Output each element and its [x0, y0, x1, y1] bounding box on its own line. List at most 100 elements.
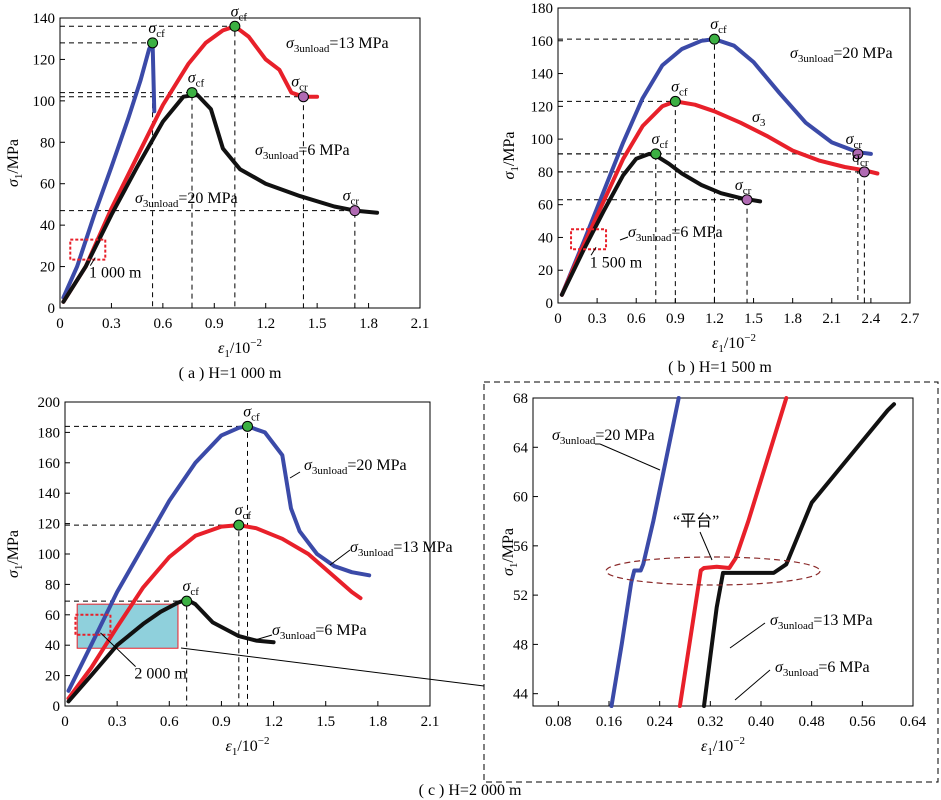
marker-point	[186, 87, 198, 99]
caption-a: ( a ) H=1 000 m	[179, 365, 282, 382]
y-tick-label: 80	[538, 165, 553, 181]
marker-label: σcr	[852, 149, 869, 169]
marker-label: σcf	[148, 20, 165, 40]
x-tick-label: 0.40	[748, 714, 774, 730]
series-line-red	[677, 396, 789, 708]
series-line-blue	[559, 37, 873, 297]
marker-label: σcf	[710, 16, 727, 36]
x-tick-label: 0.16	[596, 714, 623, 730]
y-tick-label: 160	[38, 456, 61, 472]
y-tick-label: 180	[531, 1, 554, 17]
x-tick-label: 0.56	[849, 714, 876, 730]
x-tick-label: 0.08	[545, 714, 571, 730]
y-tick-label: 40	[538, 230, 553, 246]
x-tick-label: 1.2	[264, 714, 283, 730]
x-tick-label: 0	[61, 714, 69, 730]
label-pointer	[329, 549, 351, 566]
marker-point	[349, 205, 361, 217]
y-tick-label: 140	[531, 67, 554, 83]
x-tick-label: 0.6	[153, 316, 172, 332]
y-tick-label: 52	[513, 588, 528, 604]
y-tick-label: 60	[40, 177, 55, 193]
series-label: σ3unload=20 MPa	[552, 427, 655, 447]
x-tick-label: 0.9	[666, 311, 685, 327]
y-tick-label: 140	[38, 486, 61, 502]
y-tick-label: 44	[513, 687, 529, 703]
x-tick-label: 0	[56, 316, 64, 332]
x-tick-label: 1.2	[705, 311, 724, 327]
marker-label: σcr	[343, 188, 360, 208]
x-axis-label: ε1/10−2	[712, 332, 756, 355]
x-tick-label: 0.24	[647, 714, 674, 730]
y-tick-label: 160	[531, 34, 554, 50]
label-pointer	[599, 443, 661, 471]
y-tick-label: 64	[513, 440, 529, 456]
y-axis-label: σ1/MPa	[500, 528, 520, 576]
zoom-panel-frame	[483, 381, 939, 783]
label-pointer	[254, 634, 273, 641]
marker-label: σcf	[182, 578, 199, 598]
marker-point	[741, 194, 753, 206]
series-line-blue	[61, 40, 157, 300]
x-tick-label: 1.5	[308, 316, 327, 332]
platform-ellipse	[605, 556, 821, 586]
depth-label: 1 000 m	[89, 265, 142, 282]
y-tick-label: 40	[40, 218, 55, 234]
series-label: σ3unload=6 MPa	[628, 224, 723, 244]
x-axis-label: ε1/10−2	[226, 735, 270, 758]
y-axis-label: σ1/MPa	[501, 131, 521, 179]
y-tick-label: 0	[546, 296, 554, 312]
marker-label: σcf	[243, 403, 260, 423]
axes-frame	[59, 17, 421, 309]
x-tick-label: 0.9	[212, 714, 231, 730]
label-pointer	[289, 471, 301, 479]
x-tick-label: 0	[554, 311, 562, 327]
x-tick-label: 0.3	[108, 714, 127, 730]
y-tick-label: 80	[40, 135, 55, 151]
depth-label: 2 000 m	[134, 666, 187, 683]
x-tick-label: 2.1	[822, 311, 841, 327]
x-tick-label: 0.9	[205, 316, 224, 332]
y-tick-label: 40	[45, 638, 60, 654]
x-tick-label: 0.48	[799, 714, 825, 730]
y-tick-label: 20	[538, 263, 553, 279]
label-pointer	[729, 622, 766, 649]
series-label: σ3unload=20 MPa	[304, 457, 407, 477]
caption-b: ( b ) H=1 500 m	[668, 359, 772, 376]
depth-pointer	[100, 632, 136, 668]
y-tick-label: 60	[45, 608, 60, 624]
marker-point	[242, 420, 253, 432]
series-label: σ3	[752, 109, 766, 129]
marker-point	[297, 91, 309, 103]
platform-pointer	[699, 531, 713, 561]
x-tick-label: 1.8	[783, 311, 802, 327]
depth-box	[69, 238, 107, 261]
y-tick-label: 0	[48, 301, 56, 317]
depth-pointer	[89, 257, 96, 266]
y-tick-label: 20	[40, 260, 55, 276]
series-line-red	[61, 24, 320, 304]
x-tick-label: 1.2	[256, 316, 275, 332]
y-tick-label: 140	[33, 11, 56, 27]
marker-point	[147, 37, 159, 49]
y-tick-label: 68	[513, 391, 528, 407]
series-label: σ3unload=6 MPa	[255, 142, 350, 162]
depth-label: 1 500 m	[590, 254, 643, 271]
x-tick-label: 0.3	[588, 311, 607, 327]
marker-point	[858, 166, 870, 178]
x-tick-label: 2.7	[901, 311, 920, 327]
x-tick-label: 0.6	[160, 714, 179, 730]
y-tick-label: 200	[38, 395, 61, 411]
marker-label: σcr	[291, 74, 308, 94]
series-label: σ3unload=13 MPa	[350, 539, 453, 559]
marker-label: σcf	[652, 131, 669, 151]
y-tick-label: 20	[45, 669, 60, 685]
marker-point	[229, 20, 241, 32]
guide-line	[558, 199, 748, 303]
depth-pointer	[590, 246, 597, 256]
y-tick-label: 100	[38, 547, 61, 563]
series-label: σ3unload=20 MPa	[790, 45, 893, 65]
x-tick-label: 2.4	[862, 311, 881, 327]
y-tick-label: 48	[513, 637, 528, 653]
